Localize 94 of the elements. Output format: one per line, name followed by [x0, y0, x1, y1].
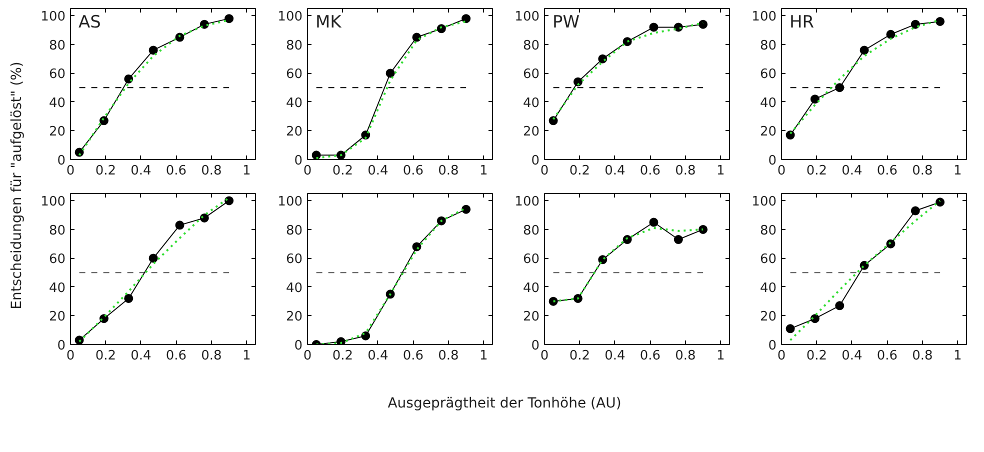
y-axis-title: Entscheidungen für "aufgelöst" (%): [9, 62, 25, 310]
y-tick-label: 40: [522, 96, 540, 111]
x-tick-label: 0.8: [201, 348, 222, 364]
y-tick-label: 40: [48, 280, 66, 296]
y-tick-label: 60: [48, 252, 66, 268]
y-tick-label: 20: [48, 310, 66, 325]
chart-title: PW: [552, 12, 580, 32]
chart-title: HR: [790, 12, 814, 32]
x-tick-label: 1: [954, 348, 962, 364]
y-tick-label: 60: [48, 67, 66, 82]
x-tick-label: 1: [242, 164, 251, 178]
x-tick-label: 1: [480, 164, 488, 178]
x-tick-label: 0.6: [876, 164, 898, 178]
x-tick-label: 0.6: [402, 164, 424, 178]
x-tick-label: 0.6: [640, 164, 661, 178]
y-tick-label: 20: [48, 124, 66, 140]
x-tick-label: 0.2: [569, 164, 590, 178]
y-tick-label: 100: [514, 10, 540, 25]
y-tick-label: 100: [514, 194, 540, 210]
y-tick-label: 20: [522, 124, 540, 140]
y-tick-label: 0: [294, 338, 303, 354]
x-tick-label: 1: [242, 348, 251, 364]
x-tick-label: 0.8: [912, 348, 933, 364]
x-tick-label: 0.6: [402, 348, 424, 364]
y-tick-label: 60: [286, 252, 303, 268]
y-tick-label: 0: [57, 154, 66, 168]
x-tick-label: 0.2: [332, 348, 354, 364]
y-tick-label: 20: [760, 310, 777, 325]
y-tick-label: 80: [48, 223, 66, 238]
y-tick-label: 80: [760, 38, 777, 54]
y-tick-label: 0: [294, 154, 303, 168]
y-tick-label: 40: [760, 280, 777, 296]
x-tick-label: 0.6: [166, 164, 187, 178]
y-tick-label: 100: [40, 194, 66, 210]
y-tick-label: 0: [57, 338, 66, 354]
x-tick-label: 0.4: [368, 164, 388, 178]
y-tick-label: 60: [522, 252, 540, 268]
y-tick-label: 100: [752, 10, 777, 25]
x-tick-label: 0.8: [438, 348, 459, 364]
y-tick-label: 80: [286, 38, 303, 54]
y-tick-label: 80: [522, 38, 540, 54]
x-tick-label: 0.4: [604, 348, 626, 364]
x-tick-label: 1: [480, 348, 488, 364]
x-tick-label: 0.4: [604, 164, 626, 178]
x-tick-label: 0.6: [640, 348, 661, 364]
x-tick-label: 0.2: [332, 164, 354, 178]
x-tick-label: 0.4: [130, 164, 152, 178]
y-tick-label: 20: [760, 124, 777, 140]
x-tick-label: 1: [716, 348, 725, 364]
x-tick-label: 0.2: [806, 348, 828, 364]
x-tick-label: 1: [716, 164, 725, 178]
x-tick-label: 0.2: [806, 164, 828, 178]
y-tick-label: 80: [760, 223, 777, 238]
x-tick-label: 0.6: [876, 348, 898, 364]
y-tick-label: 40: [522, 280, 540, 296]
x-tick-label: 0.4: [368, 348, 388, 364]
y-tick-label: 20: [522, 310, 540, 325]
y-tick-label: 20: [286, 310, 303, 325]
y-tick-label: 40: [286, 280, 303, 296]
x-tick-label: 0.2: [569, 348, 590, 364]
y-tick-label: 100: [278, 194, 303, 210]
x-tick-label: 0.8: [201, 164, 222, 178]
y-tick-label: 60: [760, 252, 777, 268]
x-tick-label: 0.8: [912, 164, 933, 178]
y-tick-label: 0: [768, 338, 777, 354]
x-tick-label: 0.8: [675, 348, 696, 364]
y-tick-label: 80: [522, 223, 540, 238]
y-tick-label: 20: [286, 124, 303, 140]
y-tick-label: 100: [752, 194, 777, 210]
chart-title: AS: [78, 12, 101, 32]
y-tick-label: 60: [522, 67, 540, 82]
y-tick-label: 40: [286, 96, 303, 111]
x-tick-label: 0.8: [438, 164, 459, 178]
y-tick-label: 0: [531, 338, 540, 354]
y-tick-label: 100: [40, 10, 66, 25]
x-tick-label: 0.4: [842, 348, 862, 364]
y-tick-label: 100: [278, 10, 303, 25]
y-tick-label: 0: [531, 154, 540, 168]
x-tick-label: 0.4: [842, 164, 862, 178]
x-axis-title: Ausgeprägtheit der Tonhöhe (AU): [388, 396, 622, 412]
y-tick-label: 80: [48, 38, 66, 54]
y-tick-label: 40: [760, 96, 777, 111]
y-tick-label: 40: [48, 96, 66, 111]
y-tick-label: 60: [760, 67, 777, 82]
x-tick-label: 0.4: [130, 348, 152, 364]
y-tick-label: 60: [286, 67, 303, 82]
x-tick-label: 0.6: [166, 348, 187, 364]
y-tick-label: 80: [286, 223, 303, 238]
x-tick-label: 1: [954, 164, 962, 178]
x-tick-label: 0.8: [675, 164, 696, 178]
y-tick-label: 0: [768, 154, 777, 168]
chart-title: MK: [316, 12, 342, 32]
x-tick-label: 0.2: [95, 164, 116, 178]
x-tick-label: 0.2: [95, 348, 116, 364]
